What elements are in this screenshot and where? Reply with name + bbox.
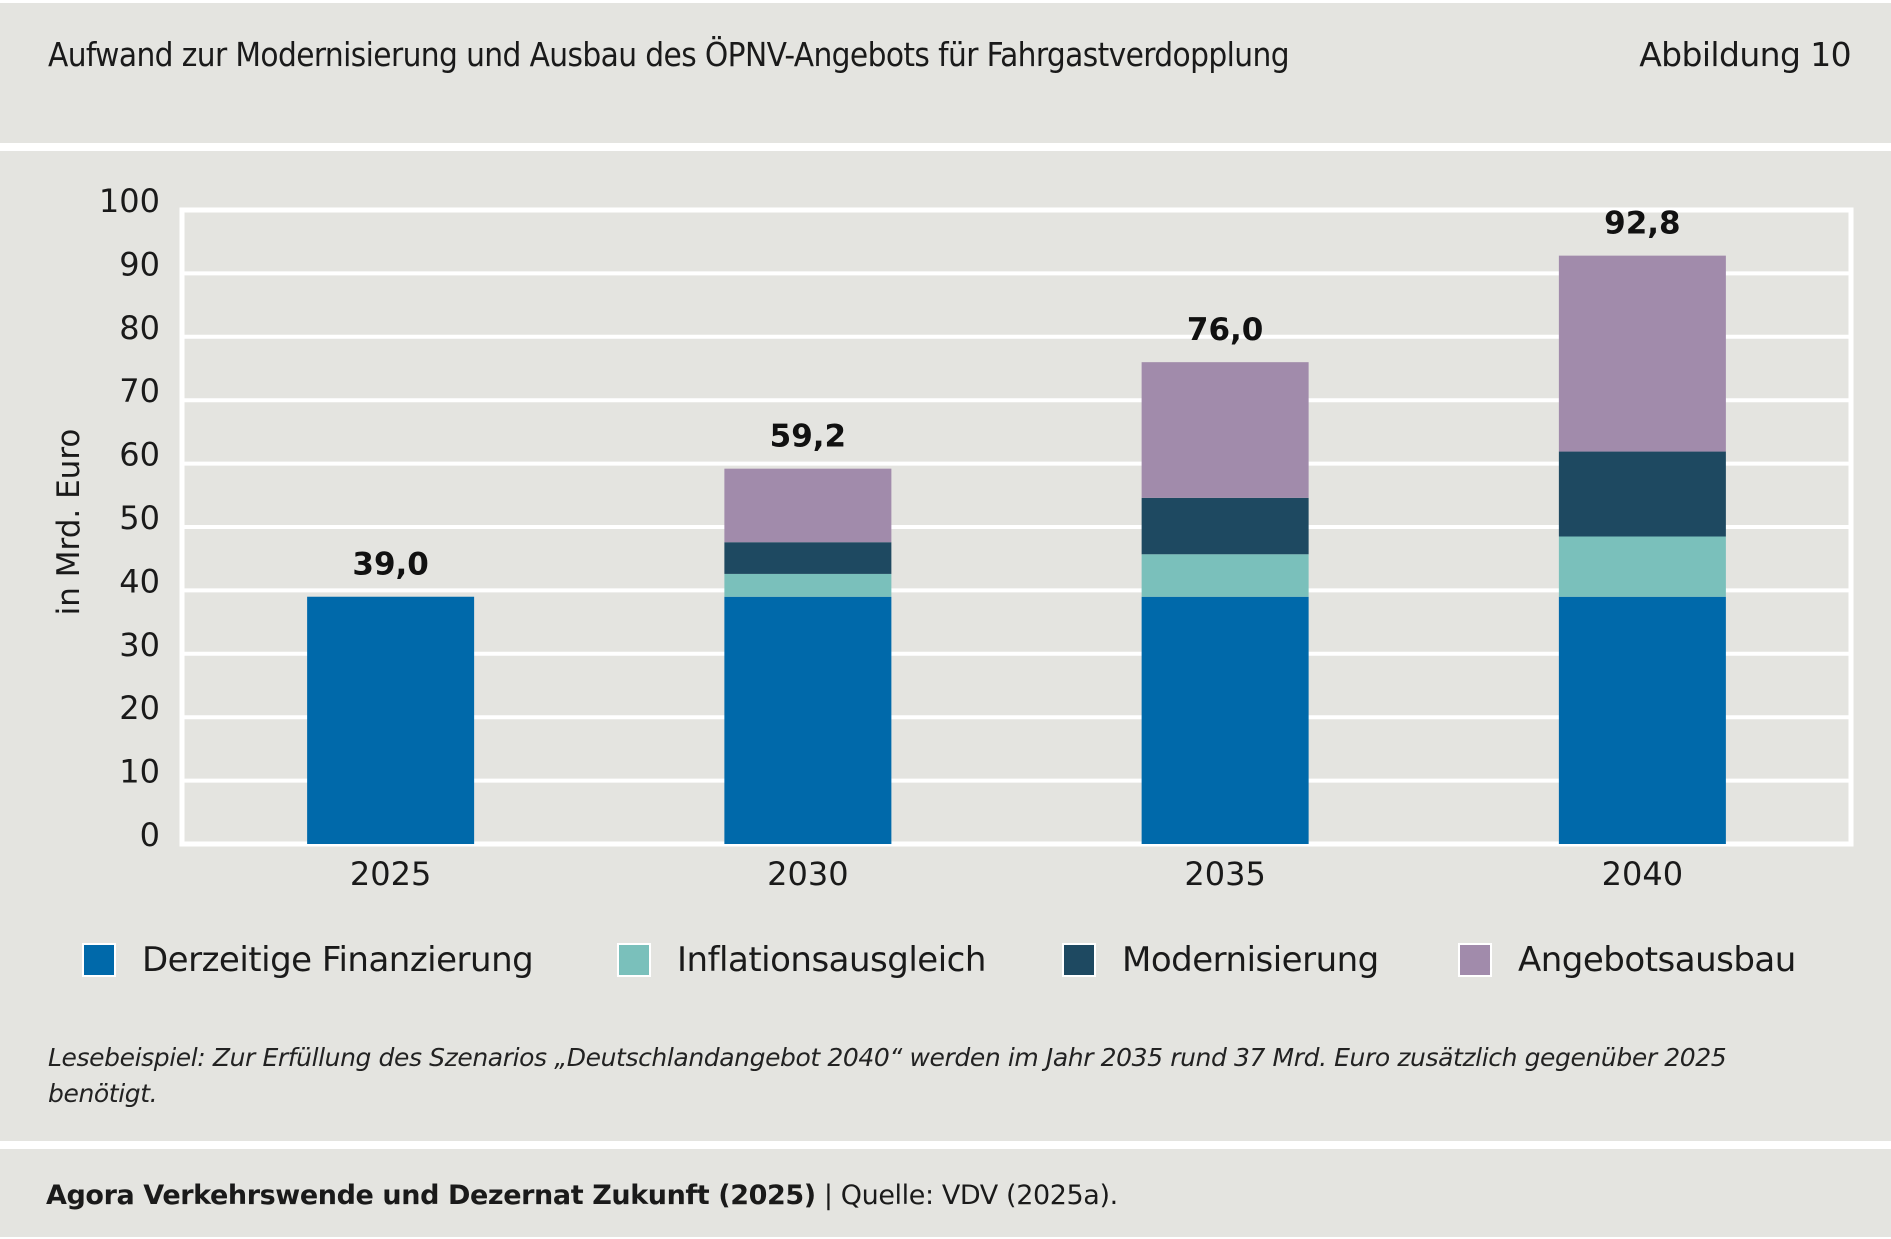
legend-label: Derzeitige Finanzierung — [142, 940, 534, 980]
legend-label: Angebotsausbau — [1518, 940, 1796, 980]
bar-segment-derzeitige-finanzierung — [724, 596, 892, 844]
legend-swatch — [1458, 943, 1492, 977]
footer-authors: Agora Verkehrswende und Dezernat Zukunft… — [46, 1180, 816, 1211]
y-tick-label: 0 — [140, 816, 160, 854]
bar-segment-angebotsausbau — [1141, 362, 1309, 498]
legend-swatch — [617, 943, 651, 977]
legend-label: Inflationsausgleich — [677, 940, 986, 980]
bar-segment-angebotsausbau — [724, 468, 892, 543]
total-label: 59,2 — [770, 419, 847, 455]
legend-item: Inflationsausgleich — [617, 940, 986, 980]
bar-segment-modernisierung — [1141, 497, 1309, 555]
y-tick-label: 100 — [99, 182, 160, 220]
bar-segment-modernisierung — [1558, 451, 1726, 537]
total-label: 39,0 — [352, 547, 429, 583]
bar-segment-inflationsausgleich — [1558, 536, 1726, 597]
legend-swatch — [1062, 943, 1096, 977]
bar-stack-2040 — [1558, 255, 1726, 844]
footer-separator: | — [815, 1180, 841, 1211]
footer-source-text: Quelle: VDV (2025a). — [840, 1180, 1118, 1211]
y-tick-label: 30 — [119, 626, 160, 664]
bar-segment-derzeitige-finanzierung — [1141, 596, 1309, 844]
legend-label: Modernisierung — [1122, 940, 1379, 980]
bar-segment-derzeitige-finanzierung — [307, 596, 475, 844]
y-tick-label: 50 — [119, 499, 160, 537]
bar-segment-inflationsausgleich — [724, 573, 892, 597]
y-tick-label: 40 — [119, 562, 160, 600]
x-tick-label: 2035 — [1184, 855, 1265, 893]
bar-stack-2035 — [1141, 362, 1309, 844]
x-tick-label: 2030 — [767, 855, 848, 893]
bars — [307, 255, 1726, 844]
legend-item: Modernisierung — [1062, 940, 1379, 980]
bar-segment-angebotsausbau — [1558, 255, 1726, 452]
figure-number: Abbildung 10 — [1639, 35, 1851, 74]
legend-item: Derzeitige Finanzierung — [82, 940, 534, 980]
total-labels: 39,0 59,2 76,0 92,8 — [352, 206, 1680, 583]
x-tick-label: 2040 — [1602, 855, 1683, 893]
reading-example-note: Lesebeispiel: Zur Erfüllung des Szenario… — [48, 1043, 1727, 1108]
bar-segment-modernisierung — [724, 542, 892, 574]
footer-band — [0, 1149, 1891, 1237]
x-tick-label: 2025 — [350, 855, 431, 893]
legend-item: Angebotsausbau — [1458, 940, 1796, 980]
bar-stack-2030 — [724, 468, 892, 844]
bar-segment-derzeitige-finanzierung — [1558, 596, 1726, 844]
x-tick-labels: 2025 2030 2035 2040 — [350, 855, 1683, 893]
bar-segment-inflationsausgleich — [1141, 554, 1309, 597]
footer-source: Agora Verkehrswende und Dezernat Zukunft… — [46, 1178, 1118, 1214]
chart-title: Aufwand zur Modernisierung und Ausbau de… — [48, 35, 1290, 74]
legend: Derzeitige Finanzierung Inflationsausglei… — [0, 940, 1891, 980]
y-tick-labels: 0 10 20 30 40 50 60 70 80 90 100 — [99, 182, 160, 854]
y-tick-label: 20 — [119, 689, 160, 727]
y-tick-label: 90 — [119, 245, 160, 283]
y-tick-label: 80 — [119, 309, 160, 347]
bar-stack-2025 — [307, 596, 475, 844]
total-label: 76,0 — [1187, 312, 1264, 348]
y-tick-label: 60 — [119, 436, 160, 474]
total-label: 92,8 — [1604, 206, 1681, 242]
y-tick-label: 10 — [119, 753, 160, 791]
legend-swatch — [82, 943, 116, 977]
header-band — [0, 3, 1891, 143]
y-axis-title: in Mrd. Euro — [51, 429, 87, 616]
y-tick-label: 70 — [119, 372, 160, 410]
